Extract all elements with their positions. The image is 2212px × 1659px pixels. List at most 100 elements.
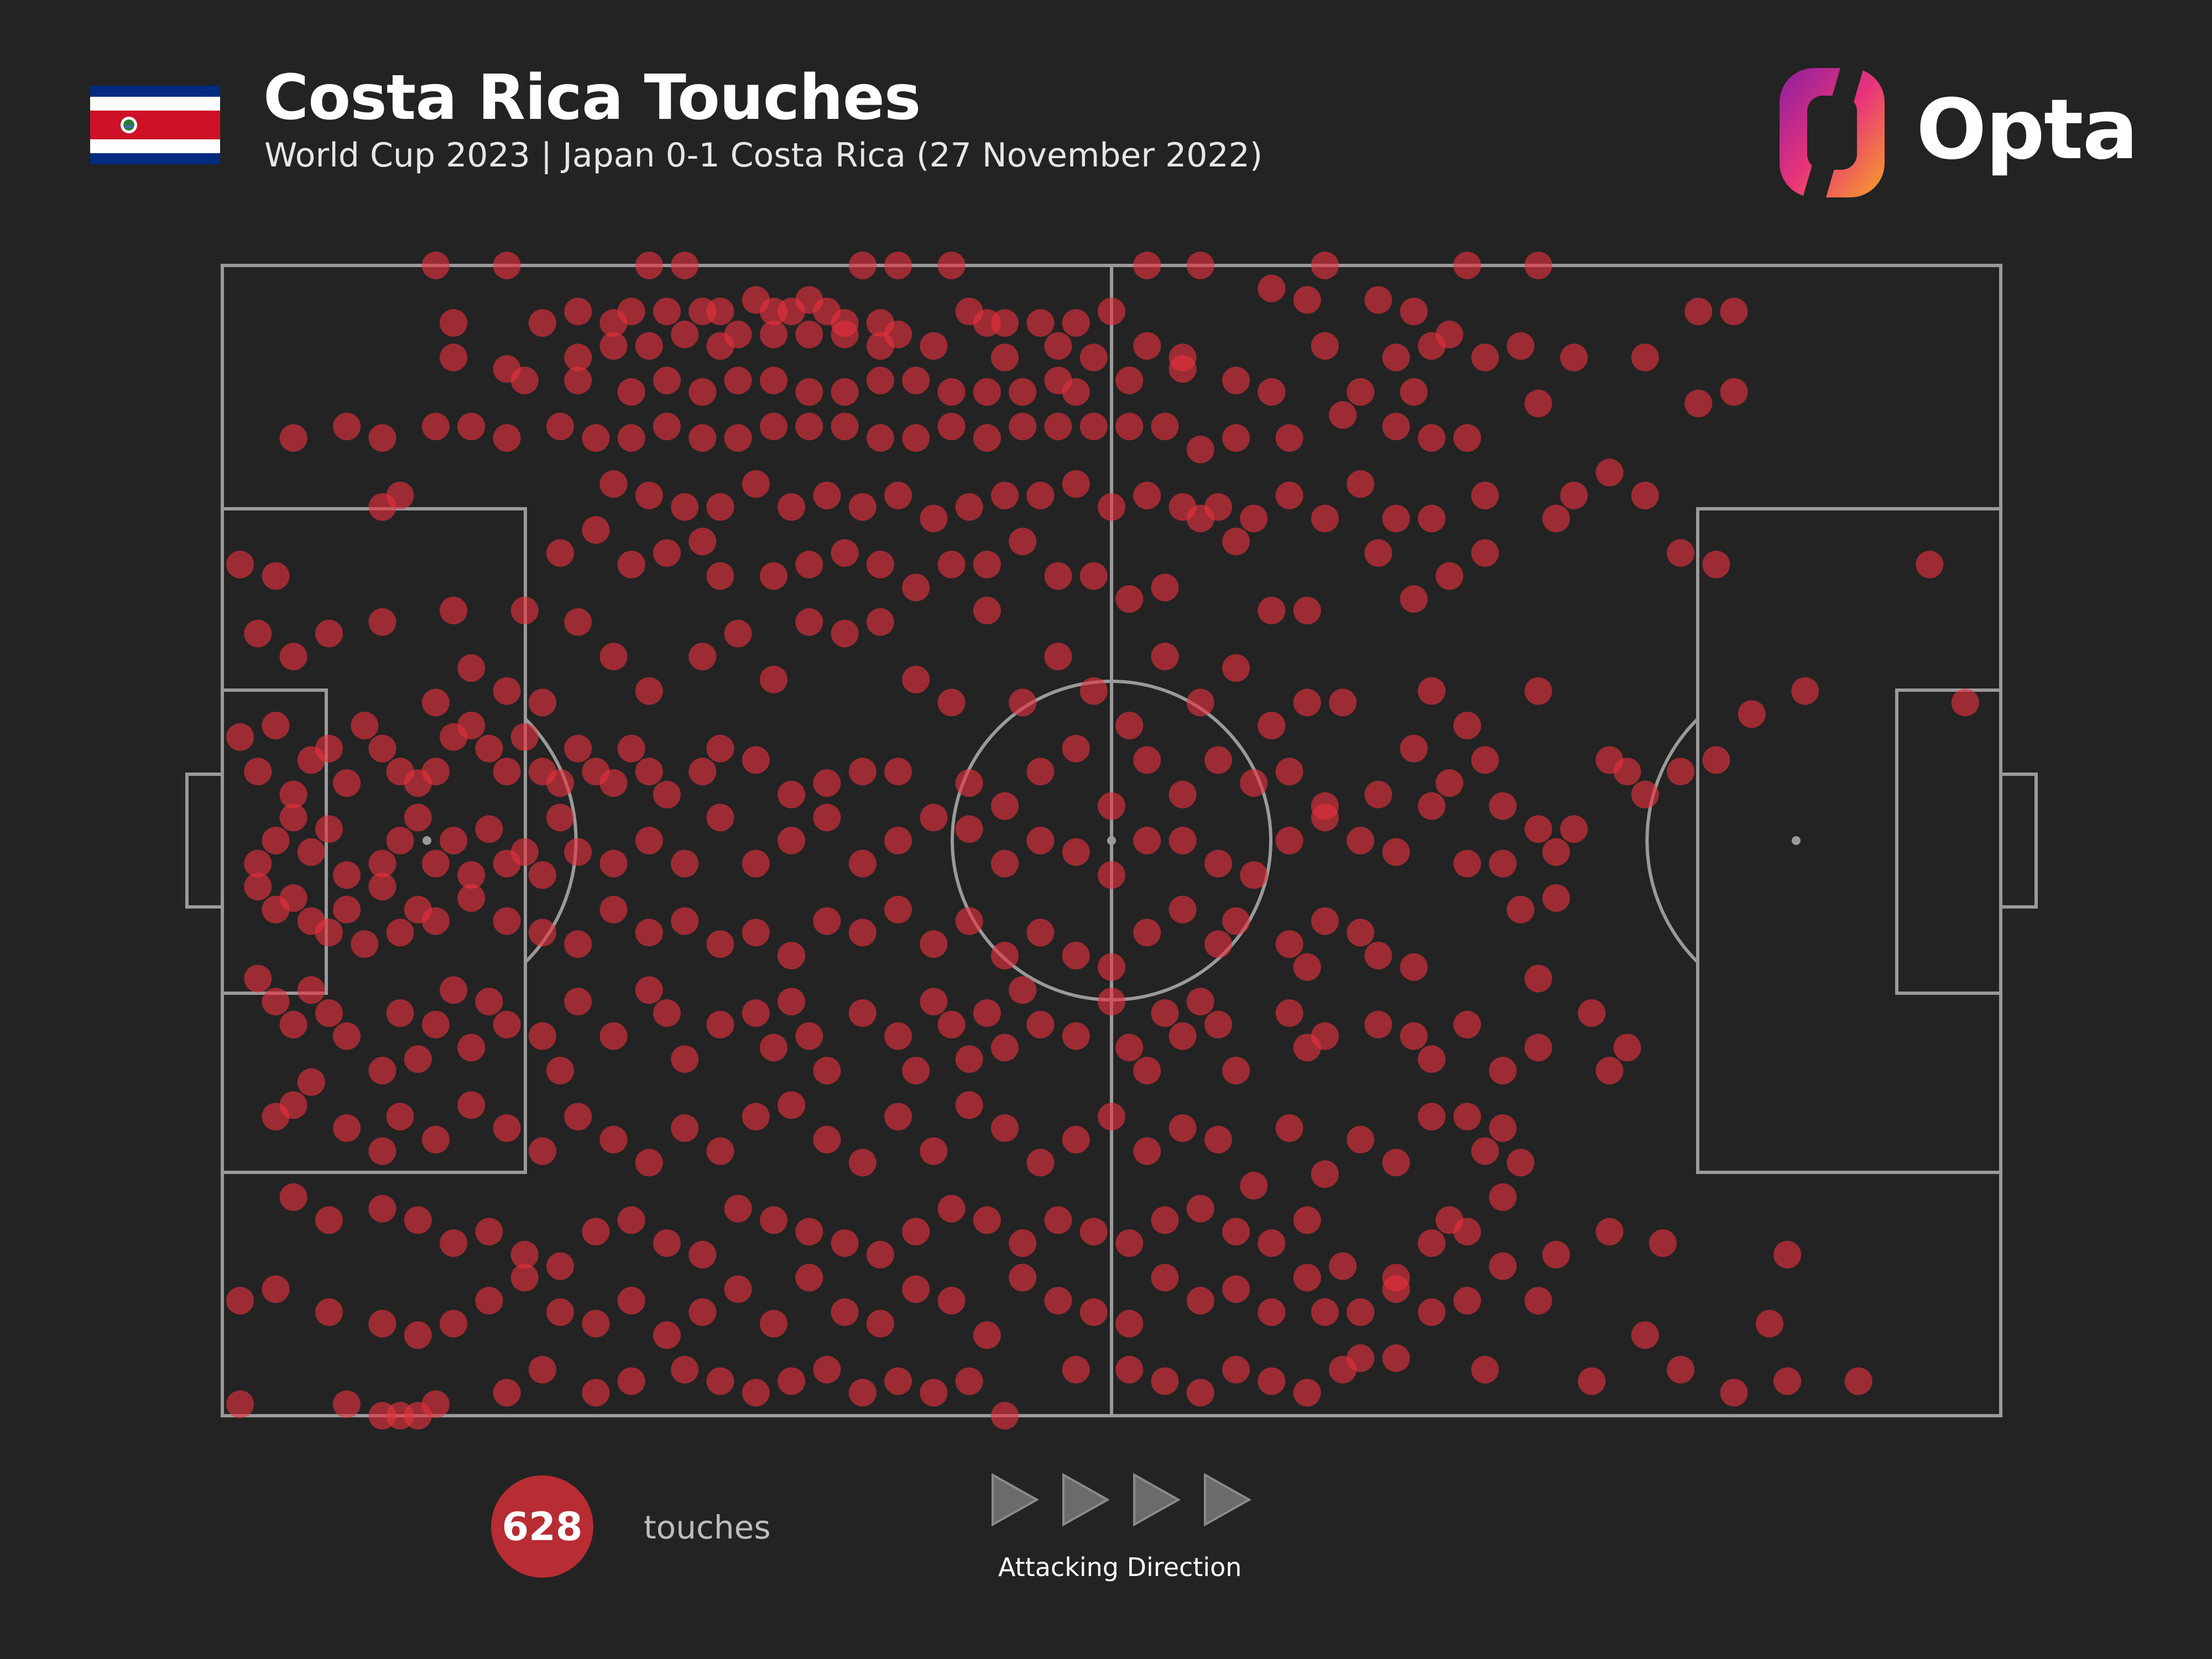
touch-point bbox=[1275, 827, 1303, 854]
touch-point bbox=[1098, 298, 1125, 326]
touch-point bbox=[1400, 734, 1428, 763]
touch-point bbox=[1044, 1287, 1072, 1314]
touch-point bbox=[706, 1010, 734, 1039]
touch-point bbox=[1062, 838, 1090, 866]
touch-point bbox=[1951, 688, 1979, 717]
touch-point bbox=[742, 1379, 770, 1407]
touch-point bbox=[1542, 1240, 1570, 1269]
touch-point bbox=[279, 804, 307, 832]
touch-point bbox=[795, 1264, 823, 1292]
touch-point bbox=[760, 413, 787, 441]
touch-point bbox=[244, 619, 272, 648]
touch-point bbox=[493, 252, 521, 279]
touch-point bbox=[1026, 1010, 1055, 1039]
touch-point bbox=[1275, 758, 1303, 786]
touch-point bbox=[1062, 470, 1090, 498]
touch-point bbox=[937, 550, 966, 578]
touch-point bbox=[1168, 1114, 1197, 1142]
touch-point bbox=[1400, 378, 1428, 406]
touch-point bbox=[884, 482, 912, 509]
touch-point bbox=[920, 988, 948, 1016]
touch-point bbox=[902, 1057, 930, 1084]
touch-point bbox=[1489, 1057, 1517, 1084]
touch-point bbox=[831, 1298, 859, 1326]
touch-point bbox=[1667, 758, 1695, 786]
touch-point bbox=[1542, 838, 1570, 866]
touch-point bbox=[706, 804, 734, 832]
touch-point bbox=[1098, 1103, 1125, 1131]
touch-point bbox=[848, 849, 877, 878]
touch-point bbox=[991, 849, 1019, 878]
touch-point bbox=[368, 1194, 397, 1223]
touch-point bbox=[1079, 677, 1108, 705]
touch-point bbox=[244, 849, 272, 878]
touch-point bbox=[866, 1240, 894, 1269]
touch-point bbox=[760, 562, 787, 590]
touch-point bbox=[724, 320, 752, 348]
touch-point bbox=[1275, 999, 1303, 1027]
touch-point bbox=[493, 424, 521, 452]
touch-point bbox=[457, 861, 486, 889]
touch-point bbox=[1400, 1022, 1428, 1050]
touch-point bbox=[440, 597, 468, 624]
touch-point bbox=[1151, 1367, 1179, 1395]
touch-point bbox=[1524, 1287, 1552, 1314]
touch-point bbox=[653, 539, 681, 567]
touch-point bbox=[724, 424, 752, 452]
touch-point bbox=[653, 367, 681, 394]
touch-point bbox=[279, 884, 307, 912]
touch-point bbox=[315, 815, 343, 843]
touch-point bbox=[706, 734, 734, 763]
touch-point bbox=[1453, 1218, 1481, 1246]
touch-point bbox=[564, 930, 592, 958]
touch-point bbox=[671, 849, 699, 878]
touch-point bbox=[528, 688, 556, 717]
touch-point bbox=[724, 619, 752, 648]
touch-point bbox=[315, 999, 343, 1027]
touch-point bbox=[742, 999, 770, 1027]
touch-point bbox=[635, 827, 663, 854]
touch-point bbox=[973, 550, 1001, 578]
touch-point bbox=[866, 1310, 894, 1338]
touch-point bbox=[920, 332, 948, 360]
touch-point bbox=[760, 1034, 787, 1062]
touch-point bbox=[297, 976, 325, 1004]
touch-point bbox=[1258, 1298, 1286, 1326]
touch-point bbox=[510, 723, 539, 751]
touch-point bbox=[955, 1091, 983, 1119]
touch-point bbox=[1506, 332, 1535, 360]
touch-point bbox=[617, 1206, 645, 1234]
touch-point bbox=[937, 1287, 966, 1314]
touch-point bbox=[831, 320, 859, 348]
touch-point bbox=[1542, 884, 1570, 912]
touch-point bbox=[226, 550, 254, 578]
touch-point bbox=[778, 1091, 806, 1119]
touch-point bbox=[1275, 930, 1303, 958]
touch-point bbox=[1702, 550, 1730, 578]
touch-point bbox=[244, 758, 272, 786]
touch-point bbox=[226, 1287, 254, 1314]
touch-point bbox=[653, 780, 681, 808]
touch-point bbox=[297, 838, 325, 866]
touch-point bbox=[440, 827, 468, 854]
touch-point bbox=[1453, 1103, 1481, 1131]
touch-point bbox=[333, 413, 361, 441]
touch-point bbox=[386, 482, 414, 509]
touch-point bbox=[1311, 907, 1339, 935]
touch-point bbox=[671, 907, 699, 935]
touch-point bbox=[262, 827, 290, 854]
touch-point bbox=[1168, 1022, 1197, 1050]
touch-point bbox=[1009, 976, 1037, 1004]
touch-point bbox=[475, 815, 503, 843]
touch-point bbox=[1347, 378, 1375, 406]
touch-point bbox=[1489, 1114, 1517, 1142]
touch-point bbox=[884, 758, 912, 786]
touch-point bbox=[1702, 746, 1730, 774]
touch-point bbox=[1471, 1355, 1499, 1384]
touch-point bbox=[866, 424, 894, 452]
touch-point bbox=[1222, 1275, 1250, 1303]
touch-point bbox=[1293, 953, 1321, 981]
touch-point bbox=[1311, 1160, 1339, 1188]
touch-point bbox=[315, 919, 343, 947]
touch-count-badge: 628 bbox=[491, 1475, 593, 1578]
